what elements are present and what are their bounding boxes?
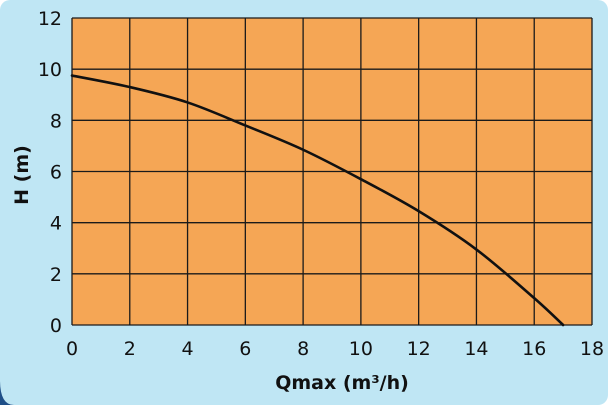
y-tick-label: 2 [50, 264, 62, 286]
x-tick-label: 12 [407, 338, 431, 360]
x-axis-title: Qmax (m³/h) [275, 372, 409, 394]
x-tick-label: 16 [522, 338, 546, 360]
grid-lines [71, 17, 593, 326]
y-tick-label: 0 [50, 315, 62, 337]
y-tick-label: 10 [38, 59, 62, 81]
frame-accent [0, 380, 14, 405]
x-tick-label: 6 [239, 338, 251, 360]
x-tick-labels: 0 2 4 6 8 10 12 14 16 18 [66, 338, 604, 360]
x-tick-label: 18 [580, 338, 604, 360]
y-tick-label: 6 [50, 162, 62, 184]
y-tick-labels: 0 2 4 6 8 10 12 [38, 8, 62, 337]
x-tick-label: 10 [349, 338, 373, 360]
x-tick-label: 4 [182, 338, 194, 360]
y-tick-label: 8 [50, 110, 62, 132]
x-tick-label: 2 [124, 338, 136, 360]
x-tick-label: 0 [66, 338, 78, 360]
y-axis-title: H (m) [11, 145, 33, 205]
x-tick-label: 8 [297, 338, 309, 360]
x-tick-label: 14 [464, 338, 488, 360]
y-tick-label: 12 [38, 8, 62, 30]
y-tick-label: 4 [50, 213, 62, 235]
series-line-pump-curve [70, 74, 565, 327]
